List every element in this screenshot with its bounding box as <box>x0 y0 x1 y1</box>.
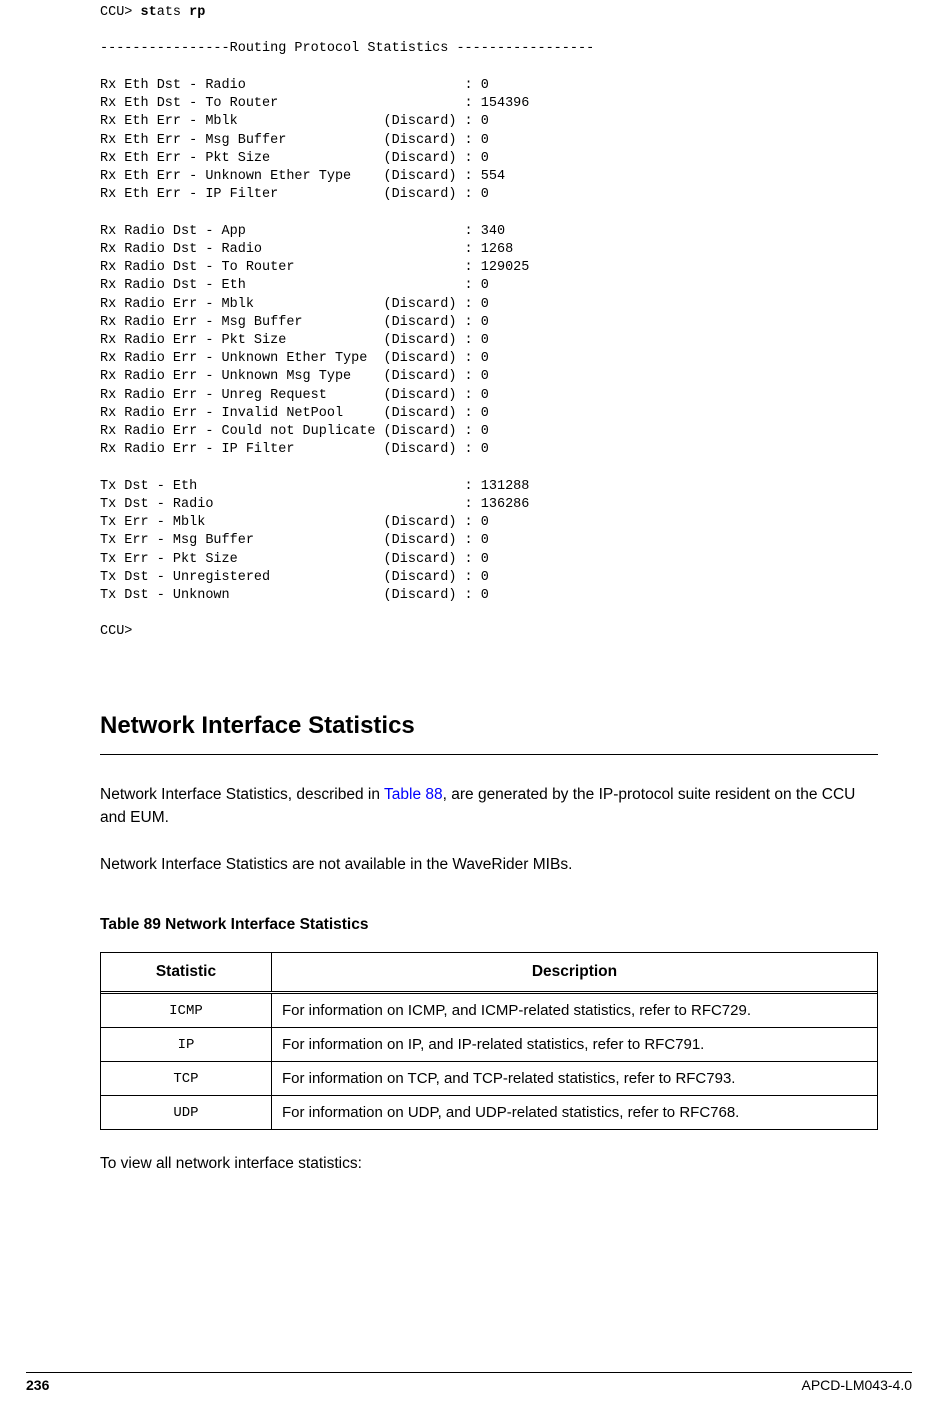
table-row: TCPFor information on TCP, and TCP-relat… <box>101 1062 878 1096</box>
code-output: CCU> stats rp ----------------Routing Pr… <box>100 4 878 642</box>
table-link[interactable]: Table 88 <box>384 786 443 803</box>
desc-cell: For information on TCP, and TCP-related … <box>271 1062 877 1096</box>
desc-cell: For information on IP, and IP-related st… <box>271 1028 877 1062</box>
table-header-description: Description <box>271 953 877 992</box>
para-text: Network Interface Statistics, described … <box>100 786 384 803</box>
paragraph-mib: Network Interface Statistics are not ava… <box>100 853 878 876</box>
page-number: 236 <box>26 1377 49 1393</box>
table-row: ICMPFor information on ICMP, and ICMP-re… <box>101 994 878 1028</box>
table-row: UDPFor information on UDP, and UDP-relat… <box>101 1096 878 1130</box>
section-heading: Network Interface Statistics <box>100 712 878 740</box>
table-row: IPFor information on IP, and IP-related … <box>101 1028 878 1062</box>
table-caption: Table 89 Network Interface Statistics <box>100 916 878 934</box>
doc-id: APCD-LM043-4.0 <box>802 1377 913 1393</box>
section-divider <box>100 754 878 755</box>
page-footer: 236 APCD-LM043-4.0 <box>0 1372 938 1393</box>
stat-cell: IP <box>101 1028 272 1062</box>
stats-table: Statistic Description ICMPFor informatio… <box>100 952 878 1130</box>
table-header-statistic: Statistic <box>101 953 272 992</box>
stat-cell: UDP <box>101 1096 272 1130</box>
desc-cell: For information on ICMP, and ICMP-relate… <box>271 994 877 1028</box>
stat-cell: ICMP <box>101 994 272 1028</box>
stat-cell: TCP <box>101 1062 272 1096</box>
paragraph-view: To view all network interface statistics… <box>100 1152 878 1175</box>
footer-divider <box>26 1372 912 1373</box>
desc-cell: For information on UDP, and UDP-related … <box>271 1096 877 1130</box>
paragraph-intro: Network Interface Statistics, described … <box>100 783 878 830</box>
